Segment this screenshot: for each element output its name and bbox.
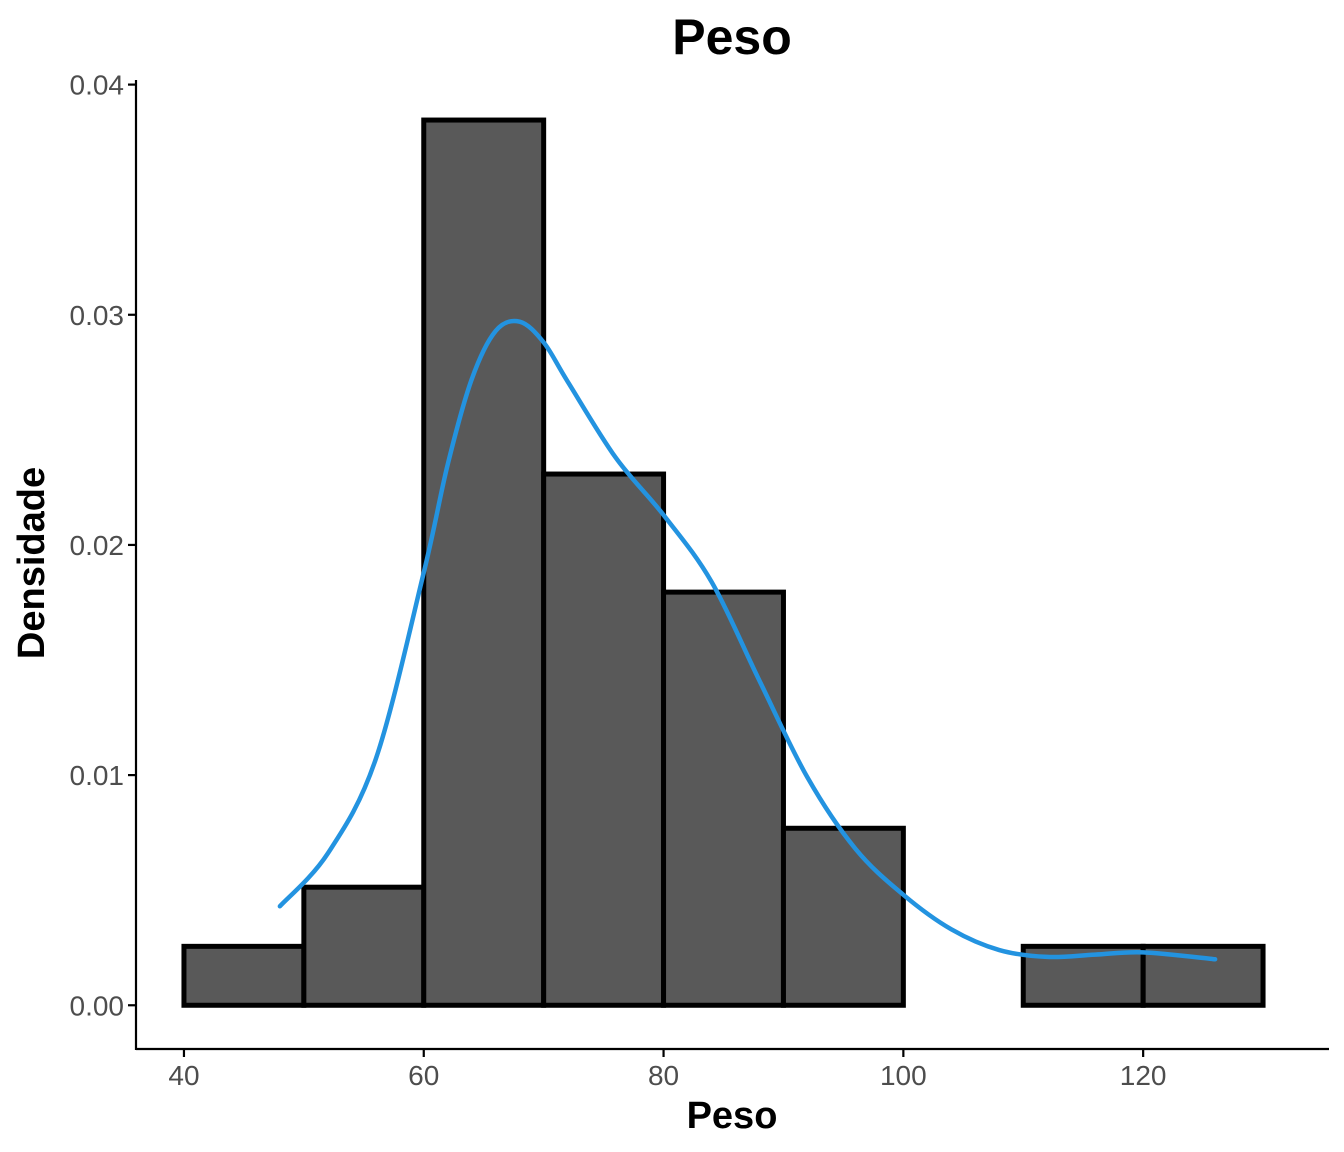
y-tick-label: 0.04 [70, 70, 125, 101]
x-tick-label: 40 [168, 1060, 199, 1091]
x-axis-label: Peso [687, 1095, 778, 1137]
x-tick-label: 100 [880, 1060, 927, 1091]
y-axis-ticks: 0.00 0.01 0.02 0.03 0.04 [70, 70, 136, 1021]
density-curve-layer [277, 318, 1218, 962]
histogram-bar [421, 117, 547, 1008]
histogram-bar [541, 471, 667, 1008]
histogram-bar [780, 825, 906, 1008]
histogram-bar [301, 884, 427, 1008]
x-axis-ticks: 40 60 80 100 120 [168, 1049, 1167, 1091]
x-tick-label: 120 [1120, 1060, 1167, 1091]
y-tick-label: 0.01 [70, 760, 125, 791]
histogram-bar [181, 943, 307, 1008]
y-tick-label: 0.03 [70, 300, 125, 331]
density-curve [277, 318, 1218, 962]
y-tick-label: 0.00 [70, 990, 125, 1021]
chart-title: Peso [672, 9, 792, 65]
y-axis-label: Densidade [11, 467, 53, 659]
x-tick-label: 80 [648, 1060, 679, 1091]
histogram-bars [181, 117, 1266, 1008]
histogram-bar [661, 589, 786, 1008]
y-tick-label: 0.02 [70, 530, 125, 561]
x-tick-label: 60 [408, 1060, 439, 1091]
